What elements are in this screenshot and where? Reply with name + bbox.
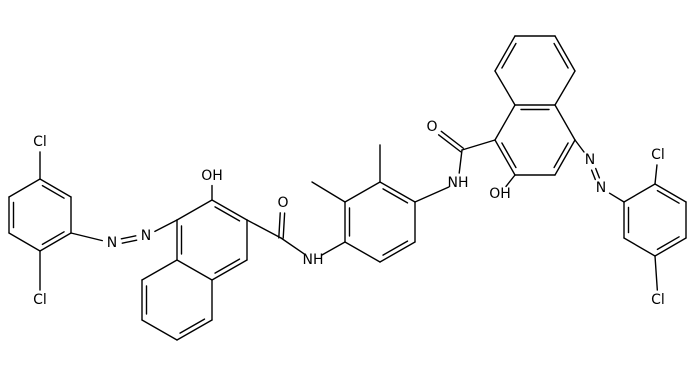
atom-label: OH — [489, 186, 511, 202]
bond — [344, 241, 381, 263]
atom-label: NH — [303, 252, 324, 268]
bond — [176, 199, 213, 221]
bond — [574, 139, 585, 153]
bond — [440, 130, 465, 149]
bond — [654, 164, 658, 185]
bond — [176, 259, 213, 281]
bond-inner — [382, 188, 409, 204]
bond — [154, 219, 178, 233]
bond — [494, 35, 516, 72]
bond — [311, 181, 346, 203]
bond-inner — [501, 42, 517, 69]
bond — [654, 237, 687, 257]
bond — [321, 241, 346, 256]
bond-inner — [656, 189, 680, 204]
bond — [211, 199, 248, 221]
bond — [554, 70, 576, 106]
bond — [246, 219, 282, 239]
bond-inner — [501, 142, 517, 169]
bond — [554, 35, 576, 72]
bond — [8, 178, 41, 198]
bond-inner — [214, 206, 241, 222]
atom-label: Cl — [651, 147, 665, 163]
bond — [494, 104, 516, 141]
bond — [595, 167, 601, 179]
bond — [120, 235, 137, 240]
bond — [379, 181, 416, 203]
bond — [344, 181, 381, 203]
bond — [39, 178, 72, 198]
bond — [654, 255, 659, 291]
bond — [414, 186, 450, 203]
bond — [280, 237, 306, 256]
atom-label: N — [596, 180, 606, 196]
bond — [70, 232, 103, 242]
bond — [379, 241, 416, 263]
bond — [505, 174, 516, 188]
bond — [494, 70, 516, 106]
bond-inner — [41, 184, 65, 199]
bond — [590, 169, 596, 181]
bond-inner — [656, 236, 680, 251]
atom-label: Cl — [33, 134, 47, 150]
bond-inner — [553, 142, 569, 169]
bond — [623, 183, 656, 203]
bond — [461, 139, 496, 151]
bond — [141, 259, 178, 281]
bond — [554, 139, 576, 176]
bond — [282, 212, 286, 239]
bond — [121, 239, 138, 244]
atom-label: NH — [448, 175, 469, 191]
bond — [608, 192, 625, 203]
atom-label: N — [585, 152, 595, 168]
atom-label: OH — [201, 168, 223, 184]
bond-inner — [382, 240, 409, 256]
bond-inner — [553, 42, 569, 69]
bond — [458, 149, 463, 174]
bond — [39, 232, 72, 252]
atom-label: O — [277, 195, 288, 211]
bond — [141, 319, 178, 341]
bond-inner — [41, 231, 65, 246]
bond — [554, 104, 576, 141]
bond — [8, 232, 41, 252]
bond — [437, 134, 462, 153]
atom-label: N — [107, 235, 117, 251]
atom-label: O — [426, 119, 437, 135]
bond — [176, 319, 213, 341]
bond — [654, 183, 687, 203]
atom-label: N — [141, 228, 151, 244]
atom-label: Cl — [651, 292, 665, 308]
bond-inner — [179, 318, 206, 334]
bond — [211, 259, 248, 281]
bond — [494, 139, 516, 176]
bond — [623, 237, 656, 257]
atom-label: Cl — [33, 292, 47, 308]
bond — [278, 212, 281, 239]
bond-inner — [214, 258, 241, 274]
